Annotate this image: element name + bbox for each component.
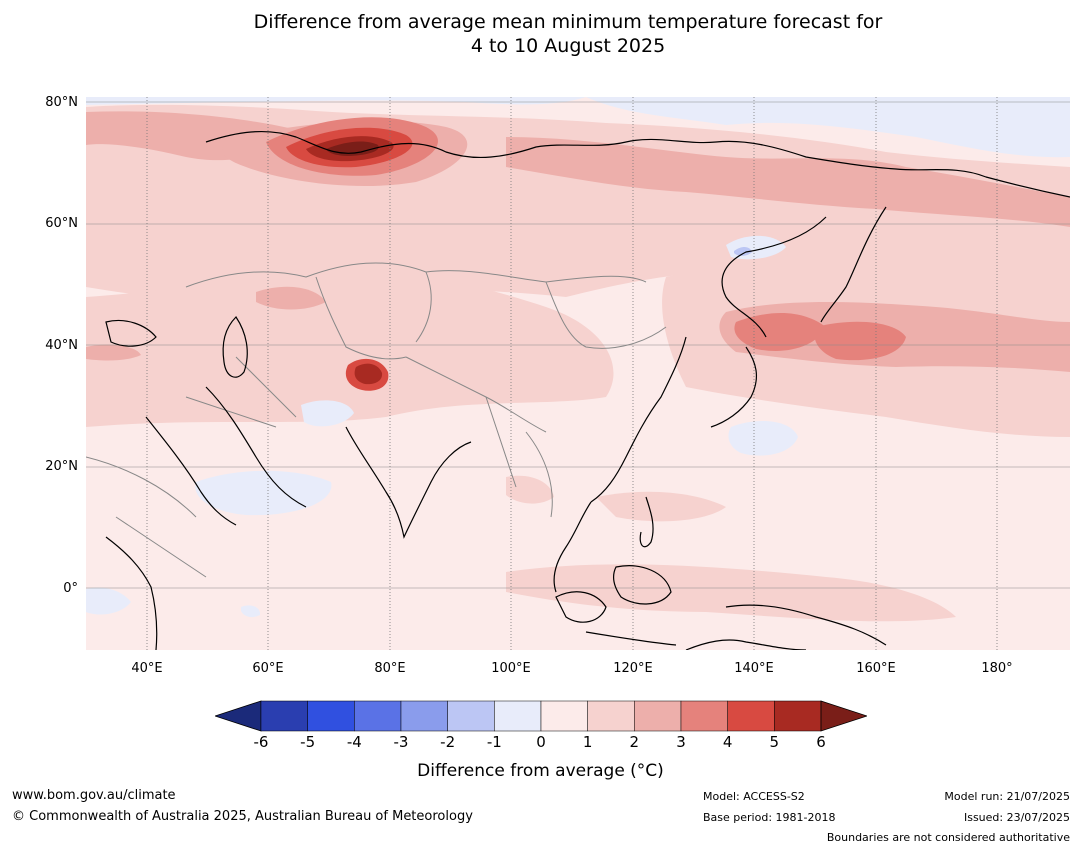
anomaly-philippine-sea-warm [596, 491, 726, 522]
colorbar-segment [447, 700, 495, 732]
anomaly-africa-cool [86, 587, 131, 615]
map-title: Difference from average mean minimum tem… [0, 10, 1081, 58]
anomaly-pacific-3-4 [814, 321, 906, 361]
colorbar-extend-high [820, 700, 867, 732]
anomaly-himalaya-5-6 [354, 363, 383, 385]
lon-label-140e: 140°E [734, 661, 774, 676]
forecast-map [86, 97, 1070, 650]
lon-label-120e: 120°E [613, 661, 653, 676]
colorbar-segment [260, 700, 308, 732]
colorbar-tick-label: 3 [676, 733, 686, 751]
colorbar-tick-label: 6 [816, 733, 826, 751]
colorbar-tick-label: -5 [300, 733, 316, 751]
anomaly-indochina-warm [506, 475, 554, 504]
lon-label-100e: 100°E [491, 661, 531, 676]
map-canvas [86, 97, 1070, 650]
colorbar-tick-label: 1 [582, 733, 593, 751]
colorbar-segment [400, 700, 448, 732]
lat-label-40n: 40°N [45, 338, 78, 353]
lat-label-60n: 60°N [45, 216, 78, 231]
anomaly-arctic-cool [586, 97, 1070, 158]
colorbar-tick-label: 4 [722, 733, 733, 751]
anomaly-kazakh-warm [256, 286, 326, 310]
anomaly-japan-3-4 [734, 312, 826, 351]
graticule-latitude [86, 101, 1070, 589]
colorbar-segment [587, 700, 635, 732]
colorbar-extend-low [215, 700, 262, 732]
anomaly-arabian-sea-cool [195, 470, 332, 516]
anomaly-black-sea-warm [86, 344, 141, 361]
anomaly-india-cool [301, 400, 354, 427]
footer-base-period: Base period: 1981-2018 [703, 811, 836, 824]
anomaly-central-asia [86, 267, 614, 427]
anomaly-arctic-cool-west [86, 97, 586, 105]
colorbar [215, 700, 867, 732]
colorbar-segment [307, 700, 355, 732]
footer-issued: Issued: 23/07/2025 [963, 811, 1070, 824]
lon-label-180: 180° [981, 661, 1013, 676]
country-borders [86, 262, 667, 578]
graticule-longitude [146, 97, 998, 650]
colorbar-tick-label: -4 [346, 733, 362, 751]
footer-model: Model: ACCESS-S2 [703, 790, 805, 803]
colorbar-tick-label: -3 [393, 733, 409, 751]
colorbar-label: Difference from average (°C) [417, 761, 664, 781]
lon-label-60e: 60°E [252, 661, 284, 676]
colorbar-segment [634, 700, 682, 732]
colorbar-tick-label: -2 [440, 733, 456, 751]
colorbar-tick-label: -1 [486, 733, 502, 751]
colorbar-segment [540, 700, 588, 732]
colorbar-segment [727, 700, 775, 732]
anomaly-indonesia-warm [506, 564, 956, 622]
lon-label-160e: 160°E [856, 661, 896, 676]
anomaly-okhotsk-cool-2 [734, 246, 752, 256]
title-line-1: Difference from average mean minimum tem… [253, 11, 883, 33]
anomaly-indian-ocean-cool [241, 605, 261, 618]
lat-label-80n: 80°N [45, 95, 78, 110]
footer-website[interactable]: www.bom.gov.au/climate [12, 788, 176, 803]
footer-copyright: © Commonwealth of Australia 2025, Austra… [12, 809, 473, 824]
colorbar-segment [354, 700, 402, 732]
lon-label-80e: 80°E [374, 661, 406, 676]
colorbar-tick-label: -6 [253, 733, 269, 751]
footer-disclaimer: Boundaries are not considered authoritat… [826, 831, 1070, 844]
lat-label-0: 0° [63, 581, 78, 596]
colorbar-tick-label: 0 [536, 733, 546, 751]
anomaly-siberia-warm [506, 137, 1070, 227]
anomaly-pacific-cool [728, 421, 798, 456]
colorbar-segment [774, 700, 822, 732]
colorbar-tick-label: 2 [629, 733, 640, 751]
colorbar-segment [494, 700, 542, 732]
colorbar-tick-label: 5 [769, 733, 780, 751]
lat-label-20n: 20°N [45, 459, 78, 474]
title-line-2: 4 to 10 August 2025 [470, 35, 666, 57]
colorbar-segment [680, 700, 728, 732]
coastlines [105, 130, 1070, 650]
lon-label-40e: 40°E [131, 661, 163, 676]
footer-model-run: Model run: 21/07/2025 [944, 790, 1070, 803]
